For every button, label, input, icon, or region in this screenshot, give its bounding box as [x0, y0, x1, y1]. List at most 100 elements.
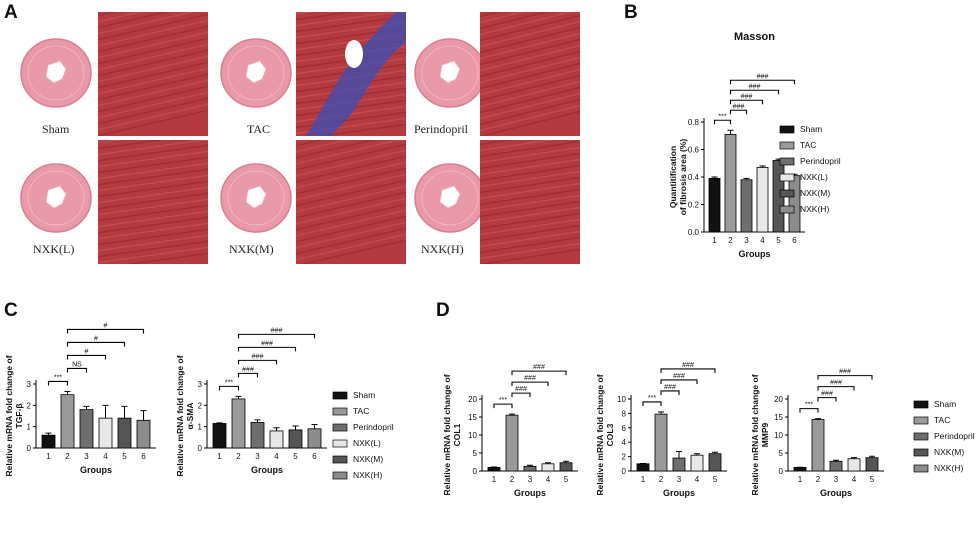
x-tick-label: 6: [792, 236, 797, 245]
significance-bracket: [66, 341, 126, 347]
masson-tissue-image: [296, 140, 406, 264]
significance-label: #: [94, 335, 98, 342]
bar: [793, 466, 807, 472]
error-bar: [743, 177, 750, 180]
error-bar: [833, 459, 839, 462]
bar: [811, 419, 825, 472]
y-tick-label: 0: [473, 467, 478, 476]
error-bar: [694, 453, 700, 456]
y-axis-label: Relative mRNA fold change ofTGF-β: [4, 355, 24, 476]
y-tick-label: 0: [27, 444, 32, 453]
y-tick-label: 20: [468, 395, 477, 404]
x-tick-label: 4: [546, 475, 551, 484]
error-bar: [216, 422, 223, 424]
error-bar: [292, 425, 299, 430]
masson-chart: 0.0 0.2 0.4 0.6 0.8 1 2 3 4 5 6 Groups Quantitificat…: [668, 31, 841, 259]
significance-label: #: [104, 322, 108, 329]
significance-label: ###: [524, 375, 536, 382]
bar: [559, 462, 573, 472]
y-tick-label: 3: [198, 380, 203, 389]
legend-swatch: [779, 189, 795, 198]
legend-label: NXK(H): [934, 463, 963, 473]
heart-cross-section: [220, 163, 292, 233]
histology-group-label: Sham: [42, 122, 70, 136]
error-bar: [64, 390, 71, 395]
histology-group-label: NXK(L): [33, 242, 75, 256]
error-bar: [509, 413, 515, 416]
error-bar: [83, 405, 90, 410]
y-axis-label: Relative mRNA fold change ofCOL3: [595, 374, 615, 495]
legend-label: Perindopril: [353, 422, 394, 432]
error-bar: [254, 419, 261, 423]
x-tick-label: 6: [312, 452, 317, 461]
x-tick-label: 1: [217, 452, 222, 461]
error-bar: [869, 455, 875, 458]
x-tick-label: 3: [744, 236, 749, 245]
legend-label: Sham: [800, 124, 822, 134]
y-tick-label: 2: [198, 401, 203, 410]
y-tick-label: 5: [473, 449, 478, 458]
legend-label: Sham: [934, 399, 956, 409]
x-tick-label: 2: [728, 236, 733, 245]
bar: [708, 453, 722, 472]
x-tick-label: 1: [641, 475, 646, 484]
legend-swatch: [332, 471, 348, 480]
histology-group-label: TAC: [247, 122, 271, 136]
y-tick-label: 20: [774, 395, 783, 404]
y-tick-label: 2: [622, 453, 627, 462]
heart-cross-section: [20, 163, 92, 233]
significance-bracket: [660, 390, 680, 395]
bar: [788, 175, 801, 233]
legend-label: NXK(M): [353, 454, 383, 464]
x-axis-label: Groups: [251, 465, 283, 475]
significance-bracket: [47, 380, 69, 386]
legend-swatch: [913, 432, 929, 441]
chart-title: Masson: [734, 31, 775, 43]
y-tick-label: 15: [774, 413, 783, 422]
significance-bracket: [511, 392, 531, 398]
legend-swatch: [332, 455, 348, 464]
significance-bracket: [66, 328, 145, 334]
significance-label: ***: [225, 379, 233, 386]
x-tick-label: 3: [255, 452, 260, 461]
x-tick-label: 3: [834, 475, 839, 484]
significance-bracket: [817, 397, 837, 402]
x-tick-label: 1: [798, 475, 803, 484]
bar: [708, 177, 721, 233]
y-tick-label: 4: [622, 438, 627, 447]
significance-label: ###: [821, 391, 833, 398]
y-tick-label: 0.8: [688, 118, 700, 127]
bar: [541, 463, 555, 472]
x-tick-label: 3: [528, 475, 533, 484]
y-axis-label: Quantitificationof fibrosis area (%): [668, 139, 688, 216]
legend-label: NXK(H): [353, 470, 382, 480]
x-tick-label: 5: [122, 452, 127, 461]
significance-bracket: [66, 367, 88, 373]
legend-label: TAC: [934, 415, 950, 425]
significance-label: ***: [718, 113, 726, 120]
bar: [269, 430, 284, 449]
x-tick-label: 5: [293, 452, 298, 461]
y-axis-label: Relative mRNA fold change ofCOL1: [442, 374, 462, 495]
bar: [672, 457, 686, 472]
y-tick-label: 6: [622, 424, 627, 433]
significance-bracket: [642, 401, 662, 406]
bar: [847, 458, 861, 472]
masson-tissue-image: [98, 140, 208, 264]
x-tick-label: 4: [274, 452, 279, 461]
legend-label: NXK(M): [800, 188, 830, 198]
x-axis-label: Groups: [80, 465, 112, 475]
bar: [505, 414, 519, 472]
alpha-sma-chart: 0 1 2 3 1 2 3 4 5 6 Groups Relative mRNA fold chang…: [175, 327, 394, 480]
bar: [740, 179, 753, 233]
bar: [636, 463, 650, 472]
x-tick-label: 6: [141, 452, 146, 461]
error-bar: [727, 129, 734, 135]
error-bar: [140, 410, 147, 421]
significance-label: ***: [648, 395, 656, 402]
col1-chart: 0 5 10 15 20 1 2 3 4 5 Groups Relative mRNA fold ch…: [442, 364, 578, 498]
legend-swatch: [913, 464, 929, 473]
x-axis-label: Groups: [514, 488, 546, 498]
bar: [690, 454, 704, 472]
